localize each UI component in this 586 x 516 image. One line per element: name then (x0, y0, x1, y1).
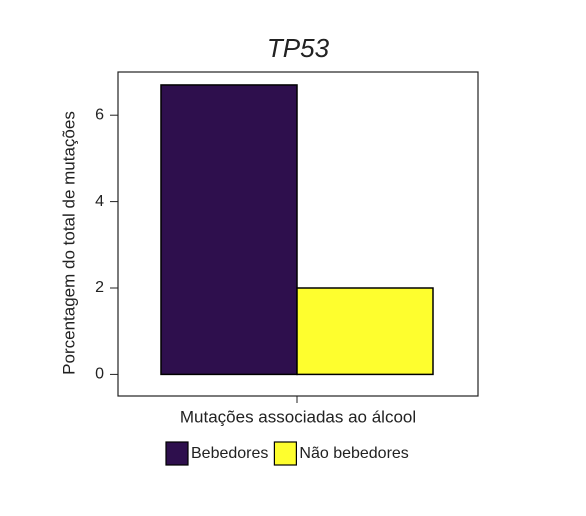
legend-label: Bebedores (191, 445, 268, 462)
bar (160, 84, 298, 376)
y-tick-label: 0 (95, 366, 104, 383)
y-tick-label: 2 (95, 279, 104, 296)
chart-title: TP53 (267, 33, 330, 63)
y-tick-label: 4 (95, 193, 104, 210)
x-axis-title: Mutações associadas ao álcool (180, 407, 416, 426)
legend-label: Não bebedores (299, 445, 408, 462)
y-tick-label: 6 (95, 106, 104, 123)
legend-swatch (273, 441, 297, 466)
legend-swatch (165, 441, 189, 466)
bar (296, 287, 434, 376)
y-axis-title: Porcentagem do total de mutações (59, 111, 78, 375)
plot-frame (117, 71, 479, 397)
